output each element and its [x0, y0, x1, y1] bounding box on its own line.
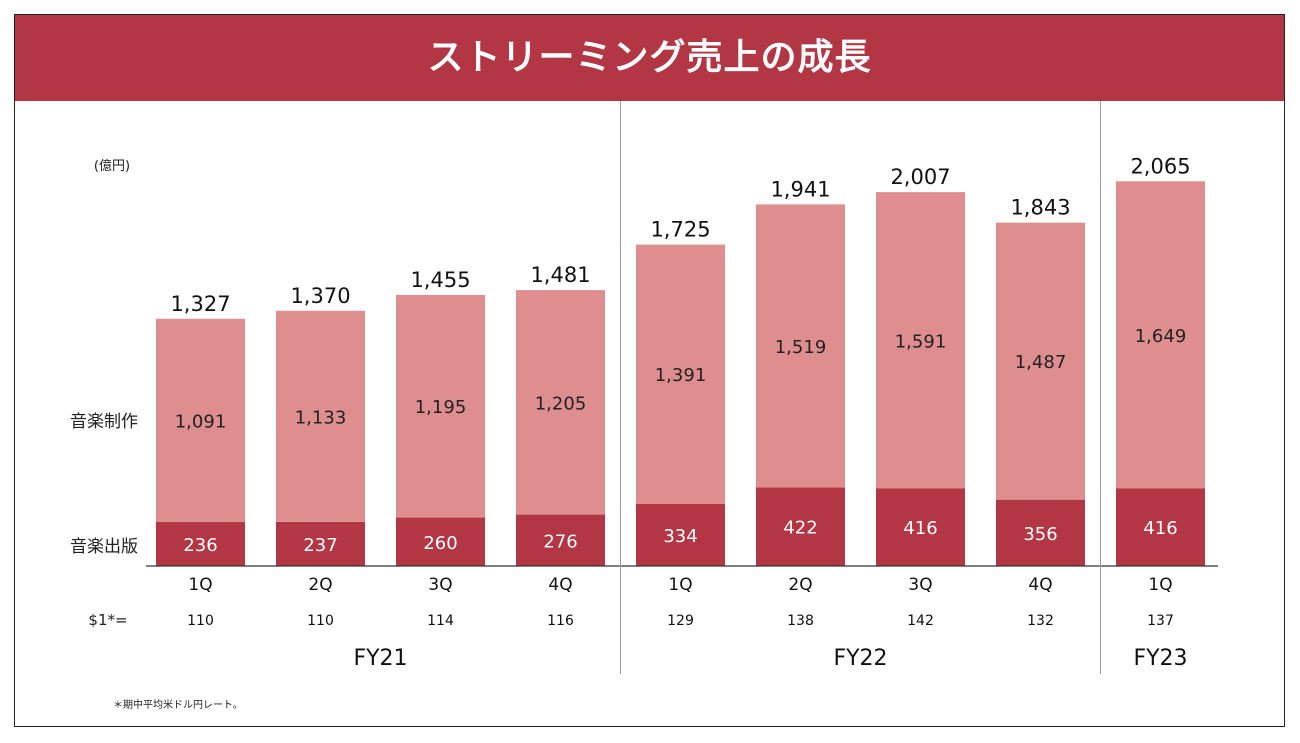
data-label-production: 1,133: [295, 407, 347, 428]
bar-publishing: [516, 514, 605, 566]
bar-production: [876, 192, 965, 489]
data-label-publishing: 334: [663, 526, 697, 547]
fx-rate-value: 137: [1147, 613, 1174, 629]
data-label-production: 1,649: [1135, 326, 1187, 347]
data-label-publishing: 237: [303, 535, 337, 556]
legend-label-publishing: 音楽出版: [70, 537, 138, 557]
fx-rate-value: 138: [787, 613, 814, 629]
x-tick-label: 2Q: [788, 575, 812, 595]
bar-production: [996, 222, 1085, 500]
data-label-total: 1,481: [530, 263, 590, 287]
data-label-total: 1,725: [650, 218, 710, 242]
bar-publishing: [876, 488, 965, 566]
fx-rate-value: 114: [427, 613, 454, 629]
data-label-production: 1,391: [655, 365, 707, 386]
x-tick-label: 3Q: [428, 575, 452, 595]
bar-publishing: [276, 521, 365, 566]
bar-production: [1116, 181, 1205, 489]
data-label-total: 1,941: [770, 177, 830, 201]
data-label-total: 2,065: [1130, 154, 1190, 178]
data-label-production: 1,205: [535, 393, 587, 414]
data-label-production: 1,195: [415, 397, 467, 418]
data-label-publishing: 276: [543, 531, 577, 552]
data-label-publishing: 236: [183, 535, 217, 556]
data-label-publishing: 416: [1143, 518, 1177, 539]
slide-title: ストリーミング売上の成長: [427, 37, 872, 78]
data-label-total: 1,843: [1010, 196, 1070, 220]
group-label: FY21: [353, 646, 407, 671]
x-tick-label: 1Q: [668, 575, 692, 595]
legend-label-production: 音楽制作: [70, 412, 138, 432]
bar-publishing: [396, 517, 485, 566]
bar-publishing: [756, 487, 845, 566]
footnote: ＊期中平均米ドル円レート。: [113, 698, 243, 711]
group-label: FY22: [833, 646, 887, 671]
data-label-publishing: 422: [783, 518, 817, 539]
bar-publishing: [1116, 488, 1205, 566]
bar-production: [756, 204, 845, 488]
title-banner: [15, 15, 1284, 101]
data-label-production: 1,591: [895, 331, 947, 352]
bar-publishing: [636, 503, 725, 566]
bar-production: [396, 294, 485, 518]
x-tick-label: 1Q: [1148, 575, 1172, 595]
x-tick-label: 1Q: [188, 575, 212, 595]
data-label-total: 1,370: [290, 284, 350, 308]
x-tick-label: 4Q: [1028, 575, 1052, 595]
bar-production: [156, 318, 245, 523]
x-tick-label: 2Q: [308, 575, 332, 595]
x-tick-label: 3Q: [908, 575, 932, 595]
x-tick-label: 4Q: [548, 575, 572, 595]
data-label-production: 1,091: [175, 411, 227, 432]
data-label-production: 1,519: [775, 337, 827, 358]
data-label-production: 1,487: [1015, 352, 1067, 373]
data-label-total: 1,455: [410, 268, 470, 292]
fx-rate-value: 142: [907, 613, 934, 629]
fx-row-label: $1*=: [88, 611, 127, 629]
data-label-total: 1,327: [170, 292, 230, 316]
data-label-publishing: 416: [903, 518, 937, 539]
bar-production: [636, 244, 725, 504]
fx-rate-value: 110: [187, 613, 214, 629]
bar-publishing: [996, 499, 1085, 566]
bar-publishing: [156, 522, 245, 566]
fx-rate-value: 132: [1027, 613, 1054, 629]
data-label-publishing: 260: [423, 533, 457, 554]
fx-rate-value: 110: [307, 613, 334, 629]
fx-rate-value: 116: [547, 613, 574, 629]
fx-rate-value: 129: [667, 613, 694, 629]
unit-label: (億円): [94, 158, 130, 174]
group-label: FY23: [1133, 646, 1187, 671]
data-label-publishing: 356: [1023, 524, 1057, 545]
bar-production: [516, 290, 605, 515]
bar-production: [276, 310, 365, 522]
data-label-total: 2,007: [890, 165, 950, 189]
